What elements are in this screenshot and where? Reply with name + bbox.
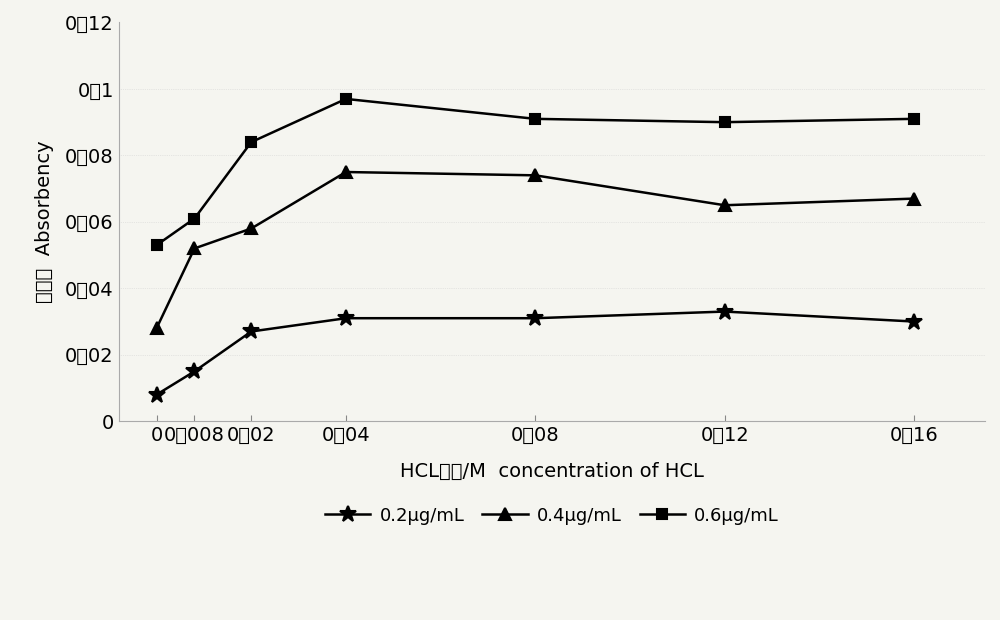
0.6μg/mL xyxy=(151,241,163,249)
0.6μg/mL xyxy=(245,138,257,146)
Line: 0.4μg/mL: 0.4μg/mL xyxy=(151,166,920,334)
0.4μg/mL xyxy=(908,195,920,202)
0.2μg/mL xyxy=(188,368,200,375)
0.2μg/mL xyxy=(529,314,541,322)
X-axis label: HCL浓度/M  concentration of HCL: HCL浓度/M concentration of HCL xyxy=(400,462,704,480)
0.4μg/mL xyxy=(340,168,352,175)
0.6μg/mL xyxy=(188,215,200,222)
Line: 0.2μg/mL: 0.2μg/mL xyxy=(148,303,922,403)
0.4μg/mL xyxy=(719,202,731,209)
Y-axis label: 吸光度  Absorbency: 吸光度 Absorbency xyxy=(35,141,54,303)
0.4μg/mL xyxy=(529,172,541,179)
0.6μg/mL xyxy=(529,115,541,123)
0.4μg/mL xyxy=(188,245,200,252)
0.2μg/mL xyxy=(245,328,257,335)
Legend: 0.2μg/mL, 0.4μg/mL, 0.6μg/mL: 0.2μg/mL, 0.4μg/mL, 0.6μg/mL xyxy=(318,499,786,532)
0.2μg/mL xyxy=(340,314,352,322)
0.6μg/mL xyxy=(340,95,352,103)
0.4μg/mL xyxy=(245,225,257,232)
0.6μg/mL xyxy=(719,118,731,126)
0.2μg/mL xyxy=(908,318,920,326)
0.2μg/mL xyxy=(719,308,731,316)
Line: 0.6μg/mL: 0.6μg/mL xyxy=(152,94,919,250)
0.6μg/mL xyxy=(908,115,920,123)
0.4μg/mL xyxy=(151,324,163,332)
0.2μg/mL xyxy=(151,391,163,398)
